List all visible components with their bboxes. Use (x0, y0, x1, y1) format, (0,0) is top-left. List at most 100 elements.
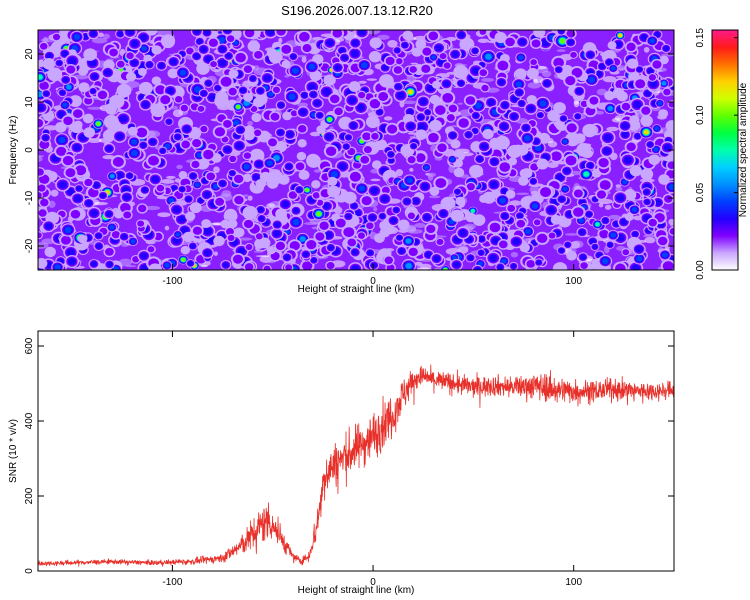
y-tick-label: 0 (24, 568, 35, 574)
heatmap-cell (84, 178, 93, 187)
heatmap-cell (556, 173, 564, 181)
heatmap-cell (397, 219, 410, 231)
heatmap-cell (357, 232, 365, 239)
heatmap-cell (203, 30, 211, 36)
heatmap-cell (585, 211, 593, 218)
heatmap-cell (345, 134, 352, 141)
heatmap-cell (522, 124, 530, 132)
heatmap-cell (343, 191, 357, 204)
heatmap-cell (468, 164, 484, 178)
heatmap-cell (266, 30, 275, 36)
heatmap-cell (296, 186, 303, 193)
heatmap-cell (482, 128, 494, 140)
heatmap-cell (38, 232, 42, 239)
heatmap-cell (38, 103, 45, 112)
heatmap-cell (478, 250, 484, 256)
heatmap-cell (647, 67, 654, 74)
heatmap-cell (285, 163, 293, 170)
heatmap-cell (604, 204, 612, 210)
heatmap-cell (47, 67, 63, 82)
colorbar-label: Normalized spectral amplitude (738, 82, 749, 217)
heatmap-cell (290, 110, 298, 117)
heatmap-cell (663, 45, 670, 52)
colorbar-tick-label: 0.10 (695, 105, 706, 125)
heatmap-cell (258, 215, 265, 222)
heatmap-cell (508, 157, 518, 166)
heatmap-cell (623, 156, 633, 165)
heatmap-cell (635, 79, 646, 89)
heatmap-cell (599, 180, 611, 190)
heatmap-cell (273, 155, 280, 161)
heatmap-cell (148, 263, 163, 270)
heatmap-cell (379, 213, 386, 219)
heatmap-cell (526, 68, 539, 80)
heatmap-cell (175, 96, 183, 103)
heatmap-cell (443, 62, 451, 69)
heatmap-cell (629, 165, 642, 177)
heatmap-cell (654, 199, 662, 206)
heatmap-cell (435, 44, 443, 52)
heatmap-cell (199, 45, 208, 53)
heatmap-cell (602, 147, 611, 155)
heatmap-cell (327, 244, 334, 251)
heatmap-cell (370, 262, 378, 269)
heatmap-cell (105, 247, 114, 256)
heatmap-cell (268, 50, 283, 64)
heatmap-cell (652, 60, 662, 69)
heatmap-cell (127, 126, 138, 136)
y-tick-label: -20 (24, 238, 35, 253)
heatmap-cell (498, 240, 508, 249)
heatmap-cell (97, 32, 104, 38)
heatmap-cell (208, 38, 219, 47)
heatmap-cell (453, 167, 465, 178)
heatmap-cell (253, 250, 264, 253)
heatmap-cell (191, 160, 200, 169)
heatmap-cell (481, 84, 489, 92)
heatmap-cell (536, 158, 549, 170)
heatmap-cell (302, 251, 310, 258)
heatmap-cell (322, 87, 332, 96)
heatmap-cell (450, 139, 461, 149)
heatmap-cell (83, 48, 98, 61)
heatmap-cell (500, 122, 508, 130)
heatmap-cell (515, 81, 523, 88)
heatmap-cell (631, 207, 638, 213)
heatmap-cell (614, 40, 623, 48)
heatmap-cell (422, 47, 432, 56)
heatmap-cell (243, 163, 250, 170)
heatmap-cell (643, 130, 649, 135)
heatmap-cell (258, 237, 271, 249)
heatmap-cell (130, 59, 139, 67)
heatmap-cell (567, 39, 575, 46)
heatmap-cell (116, 83, 132, 98)
heatmap-cell (465, 131, 472, 138)
snr-y-label: SNR (10 * v/v) (8, 419, 19, 483)
heatmap-cell (102, 129, 117, 142)
heatmap-cell (197, 197, 204, 204)
heatmap-cell (409, 66, 417, 73)
heatmap-cell (255, 233, 263, 240)
heatmap-cell (76, 185, 82, 192)
heatmap-cell (290, 53, 297, 60)
heatmap-cell (38, 257, 48, 269)
heatmap-cell (532, 138, 540, 145)
heatmap-cell (89, 209, 99, 217)
heatmap-cell (87, 106, 103, 110)
heatmap-cell (668, 101, 674, 108)
heatmap-cell (616, 193, 625, 202)
heatmap-cell (516, 192, 530, 196)
heatmap-cell (312, 192, 320, 199)
heatmap-cell (275, 208, 288, 220)
heatmap-cell (218, 36, 226, 44)
heatmap-cell (119, 114, 128, 123)
heatmap-cell (640, 34, 648, 41)
heatmap-cell (116, 60, 125, 68)
heatmap-cell (38, 184, 46, 192)
heatmap-cell (379, 227, 391, 238)
heatmap-cell (136, 127, 148, 138)
heatmap-cell (141, 101, 150, 109)
heatmap-cell (489, 222, 501, 233)
heatmap-x-label: Height of straight line (km) (298, 284, 415, 295)
heatmap-cell (501, 258, 507, 264)
heatmap-cell (499, 162, 511, 172)
